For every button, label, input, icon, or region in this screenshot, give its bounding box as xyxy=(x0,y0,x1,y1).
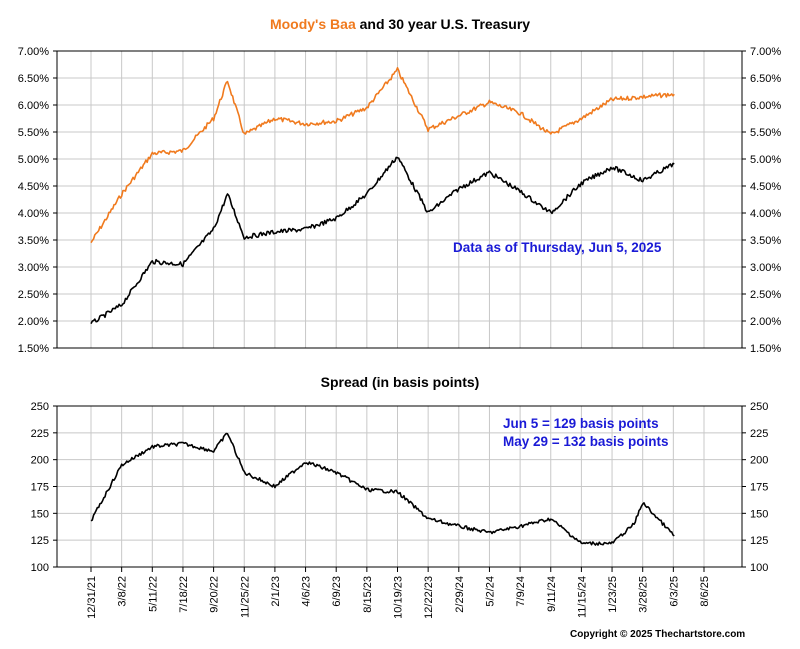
rates-ytick-label-right: 6.50% xyxy=(750,73,781,85)
x-tick-label: 8/6/25 xyxy=(699,576,711,607)
x-tick-label: 1/23/25 xyxy=(607,576,619,613)
rates-ytick-label-right: 3.00% xyxy=(750,262,781,274)
spread-ytick-label-right: 225 xyxy=(750,428,768,440)
spread-panel: Spread (in basis points) 100 100 125 125 150 1… xyxy=(31,374,769,574)
spread-series-line-1 xyxy=(90,432,675,546)
spread-ytick-label-right: 150 xyxy=(750,508,768,520)
rates-ytick-label-left: 7.00% xyxy=(18,46,49,58)
spread-ytick-label-left: 175 xyxy=(31,482,49,494)
rates-ytick-label-left: 3.50% xyxy=(18,235,49,247)
rates-plot-border xyxy=(56,50,743,349)
rates-ytick-label-right: 2.00% xyxy=(750,316,781,328)
spread-ytick-label-left: 225 xyxy=(31,428,49,440)
rates-ytick-label-left: 2.00% xyxy=(18,316,49,328)
rates-ytick-label-left: 3.00% xyxy=(18,262,49,274)
rates-ytick-label-right: 5.50% xyxy=(750,127,781,139)
rates-ytick-label-left: 2.50% xyxy=(18,289,49,301)
rates-ytick-label-right: 6.00% xyxy=(750,100,781,112)
rates-panel: Moody's Baa and 30 year U.S. Treasury 1.5… xyxy=(18,16,782,355)
spread-ytick-label-right: 175 xyxy=(750,482,768,494)
rates-ytick-label-left: 6.50% xyxy=(18,73,49,85)
x-tick-label: 11/15/24 xyxy=(576,576,588,618)
spread-ytick-label-right: 200 xyxy=(750,455,768,467)
spread-ytick-label-left: 200 xyxy=(31,455,49,467)
spread-annotation-jun5: Jun 5 = 129 basis points xyxy=(503,416,659,431)
title-baa-part: Moody's Baa xyxy=(270,16,356,32)
x-tick-label: 5/2/24 xyxy=(484,576,496,607)
spread-ytick-label-right: 100 xyxy=(750,562,768,574)
rates-ytick-label-left: 5.00% xyxy=(18,154,49,166)
spread-title: Spread (in basis points) xyxy=(321,374,480,390)
rates-ytick-label-right: 1.50% xyxy=(750,343,781,355)
rates-ytick-label-right: 7.00% xyxy=(750,46,781,58)
spread-ytick-label-left: 100 xyxy=(31,562,49,574)
rates-ytick-label-left: 4.00% xyxy=(18,208,49,220)
x-tick-label: 9/20/22 xyxy=(209,576,221,613)
spread-plot-border xyxy=(56,405,743,568)
rates-ytick-label-right: 3.50% xyxy=(750,235,781,247)
x-tick-label: 2/1/23 xyxy=(270,576,282,607)
rates-ytick-label-left: 5.50% xyxy=(18,127,49,139)
spread-ytick-label-right: 125 xyxy=(750,535,768,547)
spread-ytick-label-left: 150 xyxy=(31,508,49,520)
x-tick-label: 6/3/25 xyxy=(668,576,680,607)
x-tick-label: 11/25/22 xyxy=(239,576,251,618)
rates-series-line-1 xyxy=(90,67,675,244)
chart-title: Moody's Baa and 30 year U.S. Treasury xyxy=(270,16,530,32)
x-tick-label: 2/29/24 xyxy=(454,576,466,613)
rates-series-line-2 xyxy=(90,156,675,325)
x-tick-label: 3/8/22 xyxy=(117,576,129,607)
rates-ytick-label-right: 2.50% xyxy=(750,289,781,301)
rates-plot-frame xyxy=(56,50,743,349)
x-axis: 12/31/21 3/8/22 5/11/22 7/18/22 9/20/22 11/25… xyxy=(86,567,711,619)
x-tick-label: 4/6/23 xyxy=(301,576,313,607)
x-tick-label: 12/22/23 xyxy=(423,576,435,619)
rates-ytick-label-right: 4.00% xyxy=(750,208,781,220)
rates-ytick-label-right: 4.50% xyxy=(750,181,781,193)
spread-annotation-may29: May 29 = 132 basis points xyxy=(503,434,668,449)
x-tick-label: 5/11/22 xyxy=(147,576,159,612)
spread-ytick-label-left: 250 xyxy=(31,401,49,413)
rates-ytick-label-left: 6.00% xyxy=(18,100,49,112)
rates-ytick-label-left: 1.50% xyxy=(18,343,49,355)
x-tick-label: 8/15/23 xyxy=(362,576,374,613)
copyright-text: Copyright © 2025 Thechartstore.com xyxy=(570,629,745,640)
x-tick-label: 10/19/23 xyxy=(393,576,405,619)
x-tick-label: 12/31/21 xyxy=(86,576,98,619)
rates-ytick-label-left: 4.50% xyxy=(18,181,49,193)
spread-ytick-label-right: 250 xyxy=(750,401,768,413)
rates-ytick-label-right: 5.00% xyxy=(750,154,781,166)
x-tick-label: 7/18/22 xyxy=(178,576,190,613)
data-date-annotation: Data as of Thursday, Jun 5, 2025 xyxy=(453,240,662,255)
x-tick-label: 7/9/24 xyxy=(515,576,527,607)
spread-ytick-label-left: 125 xyxy=(31,535,49,547)
title-treasury-part: and 30 year U.S. Treasury xyxy=(356,16,531,32)
x-tick-label: 9/11/24 xyxy=(546,576,558,612)
x-tick-label: 3/28/25 xyxy=(638,576,650,613)
x-tick-label: 6/9/23 xyxy=(331,576,343,607)
